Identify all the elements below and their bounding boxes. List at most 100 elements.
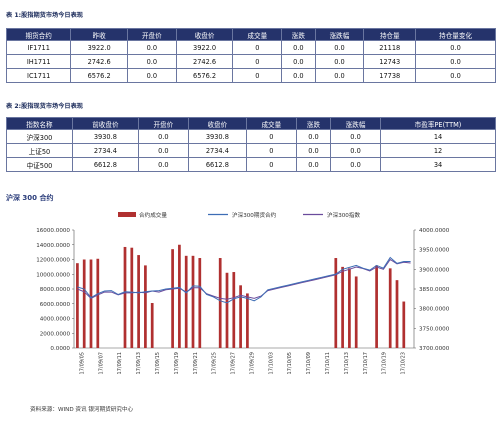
table-cell: 0 <box>232 54 283 69</box>
left-tick-label: 0.0000 <box>50 346 70 352</box>
column-header: 市盈率PE(TTM) <box>380 117 496 130</box>
left-tick-label: 14000.0000 <box>36 243 70 249</box>
table-cell: 0.0 <box>281 40 316 55</box>
table-cell: IH1711 <box>5 54 72 69</box>
column-header: 开盘价 <box>126 28 177 41</box>
table-cell: 3930.8 <box>71 129 139 144</box>
right-tick-label: 3750.0000 <box>419 326 450 332</box>
legend-label: 沪深300期货合约 <box>232 211 277 219</box>
table-cell: 6576.2 <box>70 68 128 83</box>
x-tick-label: 17/10/23 <box>401 352 407 374</box>
table-cell: 0.0 <box>295 129 332 144</box>
x-tick-label: 17/10/11 <box>325 352 331 374</box>
x-tick-label: 17/09/27 <box>231 352 237 374</box>
column-header: 昨收 <box>70 28 128 41</box>
x-tick-label: 17/09/07 <box>98 352 104 374</box>
left-tick-label: 16000.0000 <box>36 228 70 234</box>
table-row: 上证50 2734.4 0.0 2734.4 0 0.0 0.0 12 <box>6 143 496 158</box>
x-tick-label: 17/10/09 <box>306 352 312 374</box>
table-cell: 0.0 <box>314 68 365 83</box>
column-header: 涨跌幅 <box>314 28 365 41</box>
hs300-index-line <box>77 258 411 300</box>
volume-bar <box>76 263 79 348</box>
column-header: 期货合约 <box>5 28 72 41</box>
left-tick-label: 12000.0000 <box>36 258 70 264</box>
chart-title: 沪深 300 合约 <box>6 194 54 202</box>
table-cell: 2742.6 <box>175 54 234 69</box>
table-cell: 0 <box>232 68 283 83</box>
right-tick-label: 3800.0000 <box>419 307 450 313</box>
x-tick-label: 17/09/21 <box>193 352 199 374</box>
table-cell: 0.0 <box>415 40 496 55</box>
legend-label: 合约成交量 <box>139 211 167 219</box>
x-tick-label: 17/09/11 <box>117 352 123 374</box>
volume-bar <box>388 268 392 348</box>
table-cell: 0 <box>245 143 297 158</box>
table-cell: 0 <box>245 129 297 144</box>
volume-bar <box>225 272 229 348</box>
table-cell: IC1711 <box>5 68 72 83</box>
volume-bar <box>354 276 358 348</box>
table-cell: 21118 <box>363 40 417 55</box>
volume-bar <box>130 247 134 348</box>
x-tick-label: 17/09/19 <box>174 352 180 374</box>
table-cell: 0.0 <box>330 157 382 172</box>
column-header: 成交量 <box>245 117 297 130</box>
table-cell: 12743 <box>363 54 417 69</box>
table-cell: 14 <box>380 129 496 144</box>
column-header: 涨跌 <box>295 117 332 130</box>
x-tick-label: 17/09/05 <box>79 352 85 374</box>
table-cell: 0.0 <box>126 68 177 83</box>
volume-bar <box>89 259 93 348</box>
table-cell: 17738 <box>363 68 417 83</box>
column-header: 涨跌 <box>281 28 316 41</box>
table-cell: 0.0 <box>314 54 365 69</box>
volume-bar <box>375 265 378 348</box>
table-row: IF1711 3922.0 0.0 3922.0 0 0.0 0.0 21118 0.0 <box>5 40 496 55</box>
table-cell: 6612.8 <box>187 157 247 172</box>
volume-bar <box>334 258 338 348</box>
table-cell: 沪深300 <box>6 129 73 144</box>
table-cell: 3922.0 <box>70 40 128 55</box>
volume-bar <box>402 301 406 348</box>
x-tick-label: 17/10/19 <box>382 352 388 374</box>
table-cell: 上证50 <box>6 143 73 158</box>
volume-bar <box>82 259 86 348</box>
x-tick-label: 17/10/05 <box>287 352 293 374</box>
left-tick-label: 4000.0000 <box>40 317 71 323</box>
table-cell: 0.0 <box>330 143 382 158</box>
x-tick-label: 17/09/15 <box>155 352 161 374</box>
futures-table: 期货合约 昨收 开盘价 收盘价 成交量 涨跌 涨跌幅 持仓量 持仓量变化 IF1711 3922.… <box>5 28 496 83</box>
left-tick-label: 2000.0000 <box>40 331 71 337</box>
x-tick-label: 17/09/13 <box>136 352 142 374</box>
table-cell: 中证500 <box>6 157 73 172</box>
volume-bar <box>123 246 127 348</box>
table-cell: 0.0 <box>330 129 382 144</box>
table-cell: 0.0 <box>281 68 316 83</box>
table-cell: 0.0 <box>137 157 189 172</box>
x-tick-label: 17/10/13 <box>344 352 350 374</box>
table-cell: 0.0 <box>126 40 177 55</box>
left-tick-label: 6000.0000 <box>40 302 71 308</box>
volume-bar <box>184 255 188 348</box>
table-row: IC1711 6576.2 0.0 6576.2 0 0.0 0.0 17738 0.0 <box>5 68 496 83</box>
right-tick-label: 4000.0000 <box>419 228 450 234</box>
table-row: 中证500 6612.8 0.0 6612.8 0 0.0 0.0 34 <box>6 157 496 172</box>
table2-title: 表 2:股指现货市场今日表现 <box>6 103 83 110</box>
hs300-futures-line <box>77 256 411 304</box>
volume-bar <box>96 258 100 348</box>
spot-table-header: 指数名称 前收盘价 开盘价 收盘价 成交量 涨跌 涨跌幅 市盈率PE(TTM) <box>6 117 496 130</box>
table-cell: 34 <box>380 157 496 172</box>
volume-bar <box>395 280 399 348</box>
right-tick-label: 3850.0000 <box>419 287 450 293</box>
spot-table: 指数名称 前收盘价 开盘价 收盘价 成交量 涨跌 涨跌幅 市盈率PE(TTM) 沪深300 39… <box>6 117 496 172</box>
table-cell: 0.0 <box>415 68 496 83</box>
right-tick-label: 3700.0000 <box>419 346 450 352</box>
right-tick-label: 3950.0000 <box>419 248 450 254</box>
volume-bar <box>232 272 236 348</box>
column-header: 收盘价 <box>175 28 234 41</box>
left-tick-label: 8000.0000 <box>40 287 71 293</box>
table-cell: 0.0 <box>281 54 316 69</box>
volume-bar <box>348 268 351 348</box>
column-header: 成交量 <box>232 28 283 41</box>
